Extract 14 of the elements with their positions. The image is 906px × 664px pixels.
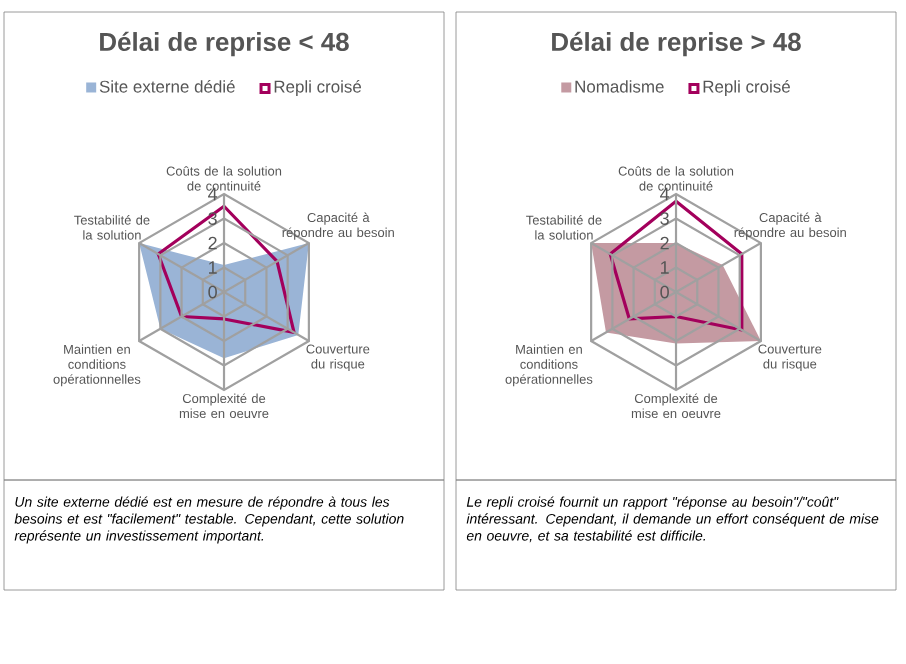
y-tick-label: 1 bbox=[661, 261, 669, 274]
y-tick-label: 4 bbox=[208, 187, 218, 201]
y-tick-label: 4 bbox=[660, 187, 670, 201]
chart-title: Délai de reprise < 48 bbox=[100, 31, 349, 57]
y-tick-label: 3 bbox=[660, 212, 669, 225]
y-tick-label: 2 bbox=[208, 236, 217, 250]
legend-label: Repli croisé bbox=[274, 80, 362, 96]
y-tick-label: 0 bbox=[660, 285, 669, 299]
y-tick-label: 1 bbox=[209, 261, 217, 274]
chart-title: Délai de reprise > 48 bbox=[552, 31, 801, 57]
legend-label: Nomadisme bbox=[575, 80, 664, 93]
y-tick-label: 0 bbox=[208, 285, 217, 299]
legend-label: Repli croisé bbox=[703, 80, 790, 96]
legend-label: Site externe dédié bbox=[99, 80, 235, 93]
